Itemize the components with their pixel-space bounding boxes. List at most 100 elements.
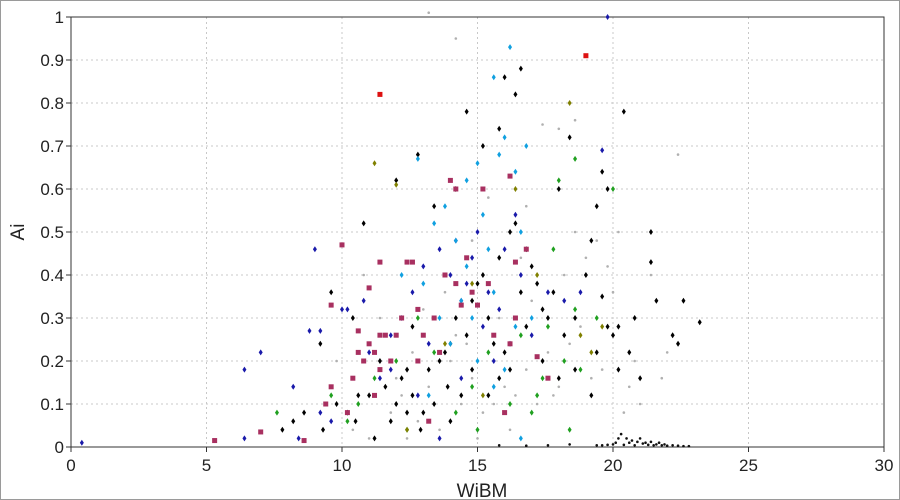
data-point [329, 289, 334, 296]
data-point [562, 358, 567, 364]
data-point [573, 155, 578, 162]
data-points [79, 11, 702, 448]
data-point [470, 376, 474, 380]
data-point [611, 443, 615, 446]
data-point [328, 302, 334, 308]
data-point [394, 401, 399, 407]
data-point [242, 435, 247, 442]
data-point [567, 134, 572, 141]
data-point [445, 383, 450, 390]
data-point [491, 358, 496, 364]
data-point [339, 242, 345, 248]
data-point [502, 74, 507, 81]
data-point [632, 315, 637, 321]
data-point [562, 273, 566, 277]
data-point [469, 289, 475, 295]
data-point [681, 297, 686, 304]
data-point [334, 401, 339, 407]
data-point [573, 306, 578, 313]
data-point [405, 426, 410, 433]
data-point [372, 375, 377, 382]
data-point [464, 332, 469, 339]
data-point [486, 315, 491, 321]
data-point [405, 409, 410, 416]
data-point [512, 259, 518, 265]
data-point [329, 418, 334, 425]
data-point [546, 351, 550, 354]
data-point [556, 177, 561, 184]
data-point [480, 186, 486, 192]
data-point [382, 332, 388, 338]
data-point [518, 332, 523, 339]
data-point [437, 246, 442, 253]
data-point [383, 383, 388, 390]
data-point [562, 332, 567, 339]
data-point [508, 428, 512, 432]
data-point [660, 376, 664, 380]
data-point [573, 118, 577, 122]
data-point [405, 437, 409, 440]
data-point [497, 375, 502, 382]
data-point [448, 340, 453, 347]
data-point [579, 325, 582, 328]
data-point [682, 444, 685, 448]
data-point [652, 443, 655, 447]
data-point [274, 409, 279, 416]
data-point [464, 255, 470, 261]
data-point [480, 272, 485, 278]
data-point [410, 289, 415, 296]
data-point [614, 441, 618, 445]
data-point [453, 186, 459, 192]
data-point [453, 409, 458, 416]
series-7 [372, 100, 605, 433]
data-point [465, 342, 468, 346]
data-point [302, 409, 307, 416]
data-point [427, 11, 431, 14]
data-point [540, 358, 545, 364]
data-point [420, 332, 426, 338]
data-point [442, 340, 447, 347]
data-point [464, 263, 469, 270]
data-point [491, 332, 497, 338]
data-point [545, 323, 550, 330]
data-point [415, 358, 421, 364]
data-point [552, 394, 555, 397]
data-point [502, 410, 508, 416]
data-point [345, 418, 350, 425]
data-point [646, 443, 650, 447]
data-point [573, 315, 578, 321]
data-point [633, 359, 636, 363]
data-point [529, 409, 534, 416]
data-point [356, 401, 361, 407]
data-point [600, 368, 604, 371]
data-point [442, 272, 448, 278]
data-point [443, 290, 447, 294]
data-point [670, 332, 675, 339]
tick-labels: 00.10.20.30.40.50.60.70.80.910 5 10 15 20 25 3… [40, 8, 893, 475]
data-point [464, 280, 469, 287]
data-point [529, 315, 534, 321]
data-point [508, 229, 513, 235]
data-point [410, 323, 415, 330]
data-point [507, 341, 513, 347]
data-point [481, 411, 485, 414]
data-point [437, 349, 443, 355]
data-point [426, 366, 431, 373]
data-point [453, 315, 458, 321]
data-point [415, 315, 420, 321]
data-point [486, 246, 491, 253]
data-point [426, 418, 432, 424]
data-point [351, 428, 355, 432]
data-point [475, 426, 480, 433]
data-point [551, 246, 556, 253]
data-point [568, 342, 571, 346]
data-point [655, 443, 658, 446]
data-point [497, 125, 502, 132]
data-point [589, 349, 594, 356]
data-point [638, 402, 642, 406]
data-point [535, 280, 540, 287]
data-point [649, 440, 653, 444]
data-point [512, 315, 518, 321]
data-point [545, 375, 551, 381]
